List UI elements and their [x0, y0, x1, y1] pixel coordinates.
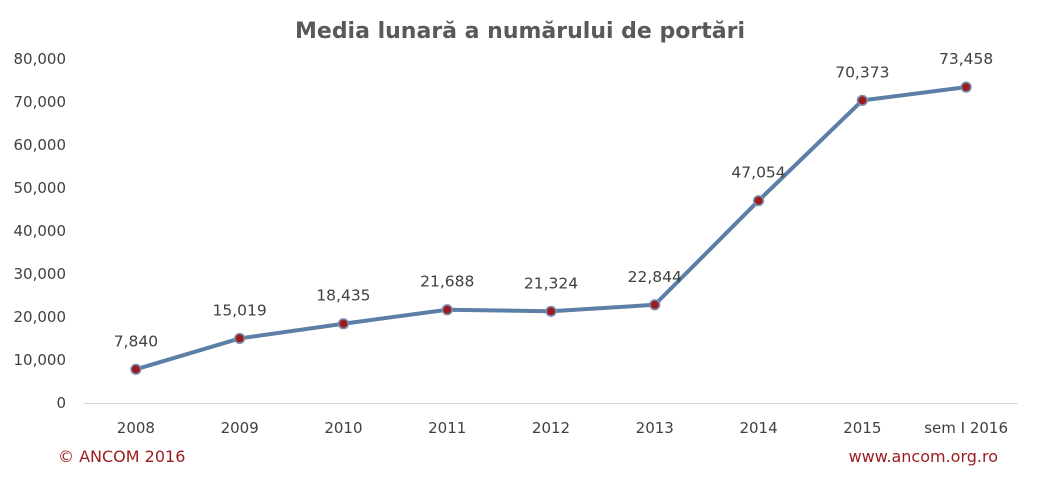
x-tick-label: 2010 — [324, 419, 362, 437]
x-tick-label: 2008 — [117, 419, 155, 437]
data-label: 18,435 — [316, 287, 370, 305]
markers — [130, 81, 972, 375]
data-label: 7,840 — [114, 332, 158, 350]
data-point — [960, 81, 972, 93]
data-point — [234, 332, 246, 345]
data-label: 70,373 — [835, 63, 889, 81]
website-link[interactable]: www.ancom.org.ro — [849, 447, 998, 466]
y-tick-label: 70,000 — [14, 93, 67, 111]
data-point — [856, 94, 868, 106]
y-tick-label: 10,000 — [14, 351, 67, 369]
data-label: 73,458 — [939, 50, 993, 68]
data-label: 47,054 — [731, 164, 785, 182]
x-tick-label: 2012 — [532, 419, 570, 437]
data-label: 22,844 — [628, 268, 682, 286]
data-point — [545, 305, 557, 317]
y-axis: 0 10,000 20,000 30,000 40,000 50,000 60,000 70,… — [14, 50, 67, 412]
data-point — [752, 195, 765, 207]
data-label: 21,324 — [524, 274, 578, 292]
data-point — [337, 318, 350, 330]
x-tick-label: 2014 — [739, 419, 777, 437]
y-tick-label: 60,000 — [14, 136, 67, 154]
x-tick-label: 2011 — [428, 419, 466, 437]
x-tick-label: sem I 2016 — [924, 419, 1008, 437]
data-point — [441, 304, 453, 316]
x-tick-label: 2015 — [843, 419, 881, 437]
x-axis: 2008 2009 2010 2011 2012 2013 2014 2015 sem I 20… — [117, 419, 1008, 437]
y-tick-label: 20,000 — [14, 308, 67, 326]
y-tick-label: 80,000 — [14, 50, 67, 68]
data-label: 15,019 — [213, 301, 267, 319]
copyright-text: © ANCOM 2016 — [58, 447, 185, 466]
data-labels: 7,840 15,019 18,435 21,688 21,324 22,844 47,05… — [114, 50, 994, 350]
chart-title: Media lunară a numărului de portări — [295, 19, 745, 44]
y-tick-label: 50,000 — [14, 179, 67, 197]
x-tick-label: 2013 — [636, 419, 674, 437]
data-point — [649, 299, 661, 311]
data-label: 21,688 — [420, 273, 474, 291]
series-line — [133, 85, 969, 372]
x-tick-label: 2009 — [221, 419, 259, 437]
y-tick-label: 30,000 — [14, 265, 67, 283]
data-point — [130, 363, 142, 375]
y-tick-label: 0 — [56, 394, 66, 412]
y-tick-label: 40,000 — [14, 222, 67, 240]
